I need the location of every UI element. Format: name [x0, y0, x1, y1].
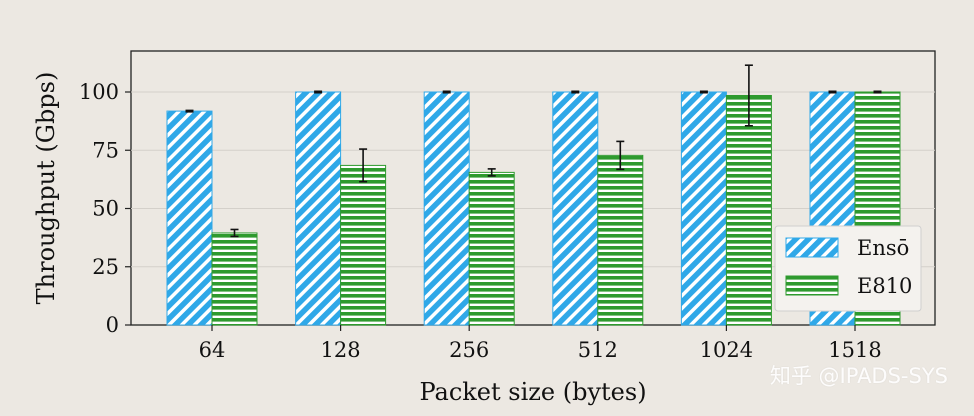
- x-tick-label: 64: [199, 338, 226, 362]
- bar-enso-256: [423, 91, 470, 326]
- bar-e810-1024: [725, 94, 772, 326]
- y-tick-label: 50: [92, 197, 119, 221]
- bar-enso-1024: [680, 91, 727, 326]
- bar-e810-256: [468, 171, 515, 326]
- legend-label-e810: E810: [857, 274, 912, 298]
- legend: Ensō E810: [774, 225, 922, 312]
- x-tick-label: 1024: [700, 338, 753, 362]
- bar-e810-128: [340, 164, 387, 326]
- x-tick-label: 256: [449, 338, 489, 362]
- bar-enso-64: [166, 110, 213, 326]
- y-tick-label: 25: [92, 255, 119, 279]
- bar-e810-512: [597, 154, 644, 326]
- ticks-layer: 0 25 50 75 100 64 128 256 512 1024 1518: [79, 80, 882, 362]
- legend-swatch-enso: [785, 237, 839, 258]
- y-tick-label: 75: [92, 138, 119, 162]
- bar-e810-64: [211, 232, 258, 326]
- y-tick-label: 100: [79, 80, 119, 104]
- x-tick-label: 1518: [828, 338, 881, 362]
- x-tick-label: 512: [578, 338, 618, 362]
- bar-enso-512: [552, 91, 599, 326]
- x-axis-label: Packet size (bytes): [419, 378, 646, 406]
- legend-swatch-e810: [785, 275, 839, 296]
- y-axis-label: Throughput (Gbps): [32, 72, 60, 305]
- x-tick-label: 128: [321, 338, 361, 362]
- y-tick-label: 0: [106, 313, 119, 337]
- legend-label-enso: Ensō: [857, 236, 909, 260]
- watermark: 知乎 @IPADS-SYS: [769, 364, 948, 388]
- bar-enso-128: [295, 91, 342, 326]
